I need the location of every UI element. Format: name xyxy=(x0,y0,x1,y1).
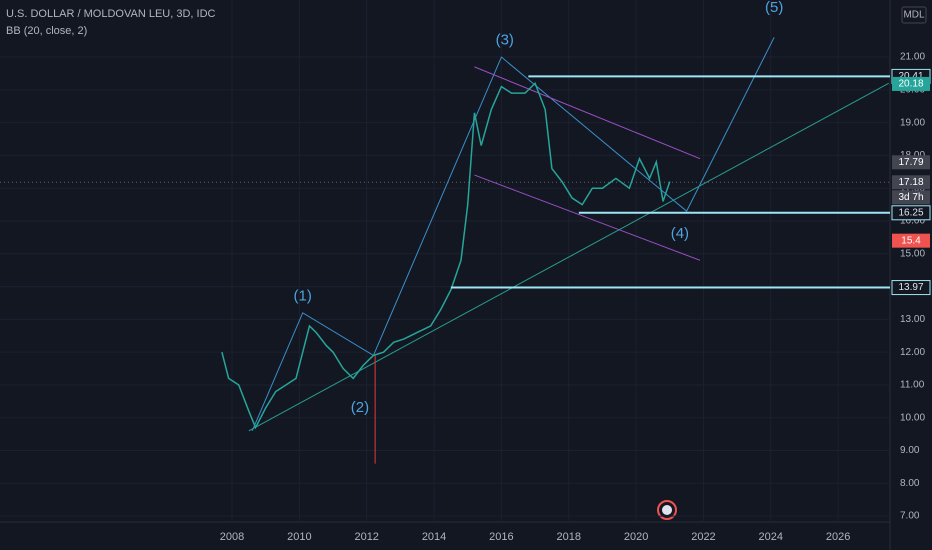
price-badge-label: 20.18 xyxy=(898,79,923,90)
price-badge xyxy=(892,175,930,190)
indicator-label: BB (20, close, 2) xyxy=(6,25,87,37)
x-tick-label: 2018 xyxy=(557,531,581,543)
y-tick-label: 8.00 xyxy=(900,478,920,489)
y-tick-label: 15.00 xyxy=(900,248,925,259)
y-tick-label: 21.00 xyxy=(900,52,925,63)
x-tick-label: 2014 xyxy=(422,531,446,543)
currency-label: MDL xyxy=(903,10,925,21)
y-tick-label: 13.00 xyxy=(900,314,925,325)
wave-label: (4) xyxy=(671,225,689,242)
chart-title: U.S. DOLLAR / MOLDOVAN LEU, 3D, IDC xyxy=(6,8,216,20)
x-tick-label: 2008 xyxy=(220,531,244,543)
x-tick-label: 2016 xyxy=(489,531,513,543)
x-tick-label: 2020 xyxy=(624,531,648,543)
x-tick-label: 2012 xyxy=(354,531,378,543)
x-tick-label: 2010 xyxy=(287,531,311,543)
level-badge xyxy=(891,205,931,221)
level-badge xyxy=(891,280,931,296)
trend-line xyxy=(474,66,701,160)
countdown-label: 3d 7h xyxy=(898,192,923,203)
flag-icon xyxy=(657,500,677,520)
countdown-badge xyxy=(892,190,930,205)
y-tick-label: 11.00 xyxy=(900,380,925,391)
y-tick-label: 9.00 xyxy=(900,445,920,456)
price-badge xyxy=(892,155,930,170)
y-tick-label: 7.00 xyxy=(900,511,920,522)
y-tick-label: 16.00 xyxy=(900,216,925,227)
wave-label: (3) xyxy=(496,32,514,49)
level-label: 16.25 xyxy=(898,207,923,218)
price-badge xyxy=(892,233,930,248)
price-badge xyxy=(892,76,930,91)
trend-line xyxy=(474,174,701,261)
y-tick-label: 12.00 xyxy=(900,347,925,358)
y-tick-label: 10.00 xyxy=(900,412,925,423)
wave-label: (2) xyxy=(351,399,369,416)
x-tick-label: 2026 xyxy=(826,531,850,543)
trend-line xyxy=(251,37,775,432)
x-tick-label: 2024 xyxy=(759,531,783,543)
level-label: 20.41 xyxy=(898,71,923,82)
wave-label: (5) xyxy=(765,0,783,16)
level-label: 13.97 xyxy=(898,282,923,293)
x-tick-label: 2022 xyxy=(691,531,715,543)
wave-label: (1) xyxy=(294,287,312,304)
trend-line xyxy=(248,82,889,432)
price-badge-label: 17.79 xyxy=(898,157,923,168)
price-badge-label: 15.4 xyxy=(901,235,921,246)
y-tick-label: 19.00 xyxy=(900,117,925,128)
currency-badge[interactable] xyxy=(901,6,927,24)
price-badge-label: 17.18 xyxy=(898,177,923,188)
price-line xyxy=(221,81,671,430)
